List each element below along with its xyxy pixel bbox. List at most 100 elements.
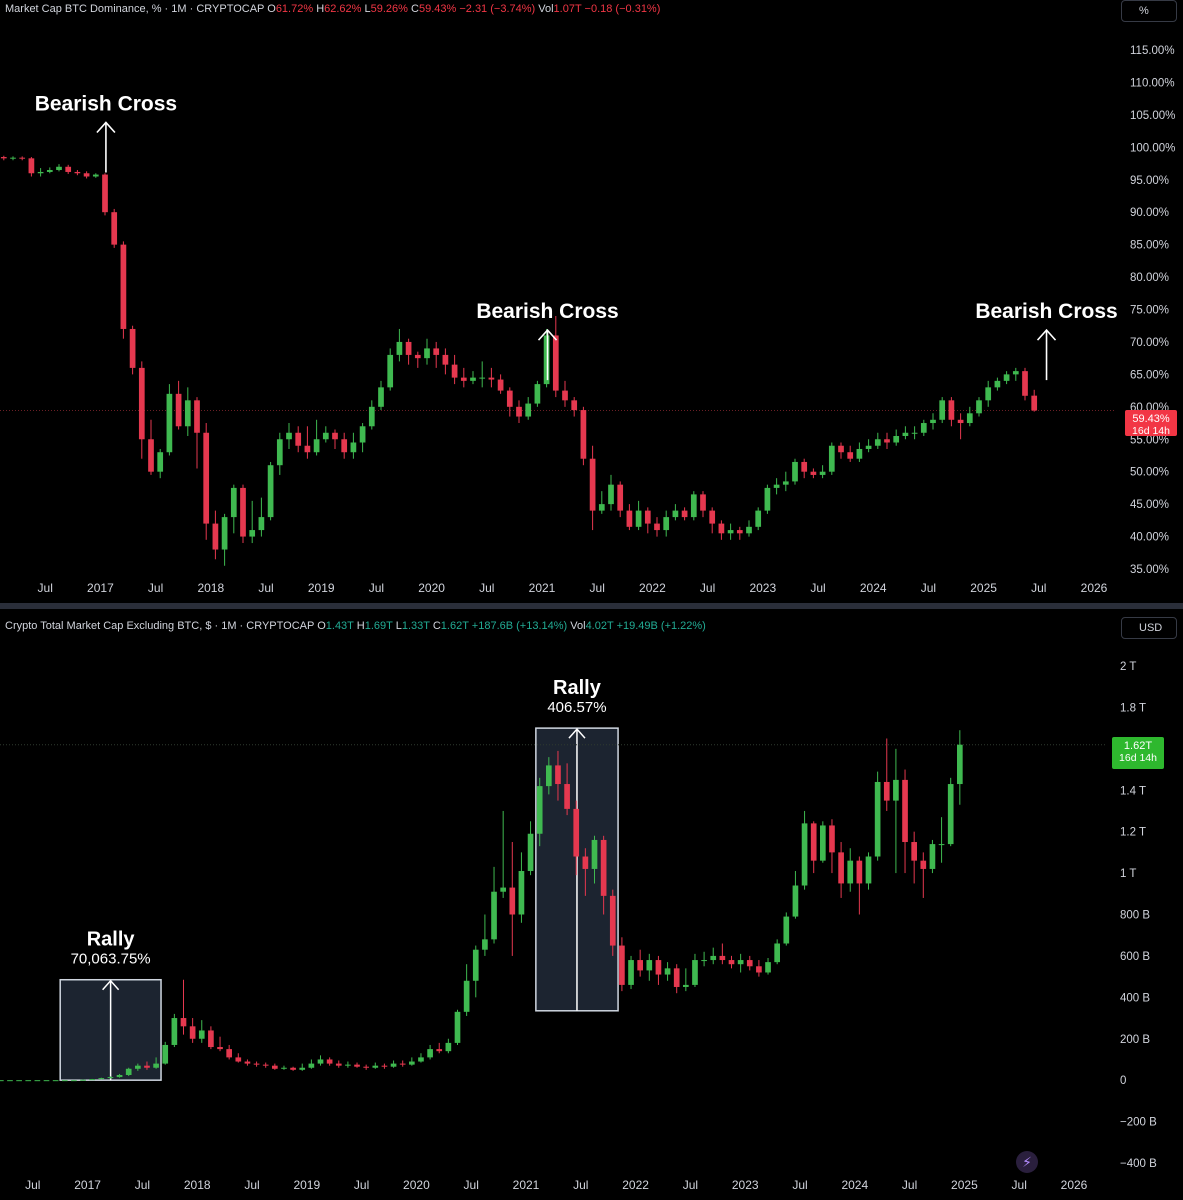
candle-body <box>368 406 375 427</box>
btc-dominance-panel[interactable]: 35.00% 40.00% 45.00% 50.00% 55.00% 60.00% 65.0… <box>0 0 1183 603</box>
rally-title: Rally <box>553 677 602 699</box>
candle-body <box>217 1047 223 1050</box>
y-axis-tick-label: 75.00% <box>1130 305 1169 317</box>
x-axis-tick-label: Jul <box>700 581 715 595</box>
candle-body <box>258 517 265 531</box>
candle-body <box>276 439 283 466</box>
change-value: −2.31 (−3.74%) <box>459 3 536 15</box>
candle-body <box>454 1011 461 1043</box>
candle-body <box>240 487 246 537</box>
candle-body <box>847 452 854 459</box>
pane-divider[interactable] <box>0 603 1183 609</box>
candle-body <box>516 406 522 417</box>
candle-body <box>718 523 725 534</box>
price-tag-countdown: 16d 14h <box>1119 752 1157 764</box>
candle-body <box>774 943 780 963</box>
candle-body <box>304 445 311 453</box>
candle-body <box>672 510 679 518</box>
altcoin-marketcap-panel[interactable]: −400 B −200 B 0 200 B 400 B 600 B 800 B 1 T 1.2 … <box>0 609 1183 1200</box>
candle-body <box>838 445 844 453</box>
candle-body <box>525 403 532 417</box>
currency-toggle-button[interactable]: USD <box>1121 617 1177 639</box>
y-axis-tick-label: 115.00% <box>1130 45 1175 57</box>
candle-body <box>600 839 607 896</box>
candle-body <box>463 980 470 1012</box>
candle-body <box>244 1061 251 1064</box>
candle-body <box>61 1080 68 1082</box>
candle-body <box>626 510 633 527</box>
candle-body <box>847 860 854 884</box>
x-axis-tick-label: Jul <box>25 1178 40 1192</box>
volume-change: −0.18 (−0.31%) <box>584 3 661 15</box>
low-label: L <box>364 3 371 15</box>
unit-toggle-button[interactable]: % <box>1121 0 1177 22</box>
candle-body <box>534 384 541 404</box>
altcoin-marketcap-chart[interactable]: −400 B −200 B 0 200 B 400 B 600 B 800 B 1 T 1.2 … <box>0 609 1183 1200</box>
annotation-label: Bearish Cross <box>35 93 177 116</box>
x-axis-tick-label: Jul <box>590 581 605 595</box>
x-axis-tick-label: 2025 <box>970 581 997 595</box>
candle-body <box>125 1068 132 1075</box>
candle-body <box>0 1080 4 1082</box>
y-axis-tick-label: 70.00% <box>1130 337 1169 349</box>
candle-body <box>92 174 99 177</box>
x-axis-tick-label: Jul <box>1012 1178 1027 1192</box>
candle-body <box>856 448 863 459</box>
x-axis-tick-label: 2026 <box>1061 1178 1088 1192</box>
candle-body <box>194 400 200 433</box>
candle-body <box>746 526 752 534</box>
x-axis-tick-label: Jul <box>354 1178 369 1192</box>
rally-arrowhead <box>568 727 586 739</box>
open-value: 1.43T <box>325 620 354 632</box>
candle-body <box>865 856 872 884</box>
candle-body <box>555 765 561 785</box>
candle-body <box>884 439 890 443</box>
candle-body <box>562 390 568 401</box>
candle-body <box>957 744 963 785</box>
x-axis-tick-label: 2023 <box>749 581 776 595</box>
candle-body <box>893 779 899 801</box>
candle-body <box>690 494 697 518</box>
candle-body <box>418 1057 424 1062</box>
candle-body <box>409 1061 415 1065</box>
btc-dominance-chart[interactable]: 35.00%40.00%45.00%50.00%55.00%60.00%65.0… <box>0 0 1183 603</box>
candle-body <box>500 887 506 892</box>
candle-body <box>221 517 228 550</box>
rally-arrowhead <box>102 979 120 991</box>
candle-body <box>883 781 890 801</box>
y-axis-tick-label: 1.8 T <box>1120 702 1146 714</box>
candle-body <box>902 432 909 437</box>
x-axis-tick-label: 2020 <box>403 1178 430 1192</box>
close-label: C <box>432 620 441 632</box>
y-axis-tick-label: 85.00% <box>1130 240 1169 252</box>
candle-body <box>628 960 634 985</box>
candle-body <box>810 823 817 861</box>
candle-body <box>838 852 844 884</box>
candle-body <box>911 842 917 861</box>
candle-body <box>491 891 497 940</box>
candle-body <box>71 1080 77 1082</box>
low-value: 59.26% <box>370 3 408 15</box>
candle-body <box>107 1077 114 1079</box>
candle-body <box>929 844 936 869</box>
candle-body <box>290 1067 296 1070</box>
open-value: 61.72% <box>275 3 314 15</box>
candle-body <box>272 1065 278 1069</box>
x-axis-tick-label: Jul <box>244 1178 259 1192</box>
candle-body <box>792 461 798 482</box>
candle-body <box>701 960 707 962</box>
candle-body <box>1012 371 1019 375</box>
candle-body <box>663 517 670 531</box>
lightning-icon[interactable]: ⚡ <box>1016 1151 1038 1173</box>
x-axis-tick-label: 2024 <box>841 1178 868 1192</box>
candle-body <box>782 481 789 485</box>
candle-body <box>74 171 81 174</box>
annotation-label: Bearish Cross <box>975 300 1117 323</box>
close-label: C <box>411 3 419 15</box>
x-axis-tick-label: 2021 <box>513 1178 540 1192</box>
candle-body <box>144 1065 150 1068</box>
candle-body <box>433 348 440 355</box>
x-axis-tick-label: Jul <box>38 581 53 595</box>
candle-body <box>819 471 826 475</box>
x-axis-tick-label: Jul <box>258 581 273 595</box>
